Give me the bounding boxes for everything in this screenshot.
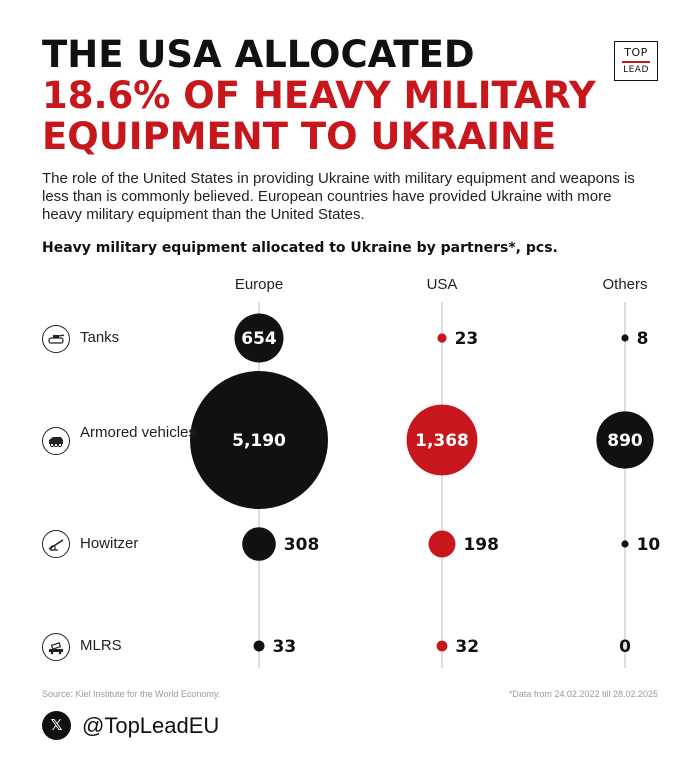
value-label-europe-mlrs: 33 <box>273 637 297 657</box>
headline-line-3: EQUIPMENT TO UKRAINE <box>42 115 557 158</box>
row-label-howitzer: Howitzer <box>80 535 139 552</box>
bubble-usa-armored-vehicles <box>406 404 478 476</box>
value-label-others-mlrs: 0 <box>619 637 631 657</box>
headline-line-2: 18.6% OF HEAVY MILITARY <box>42 74 596 117</box>
bubble-others-armored-vehicles <box>596 411 654 469</box>
bubble-usa-mlrs <box>436 640 448 652</box>
source-note: Source: Kiel Institute for the World Eco… <box>42 689 221 699</box>
headline: THE USA ALLOCATED 18.6% OF HEAVY MILITAR… <box>42 34 596 157</box>
value-label-europe-armored-vehicles: 5,190 <box>232 431 286 451</box>
value-label-others-howitzer: 10 <box>637 535 661 555</box>
column-header-usa: USA <box>426 276 458 293</box>
value-label-usa-howitzer: 198 <box>463 535 499 555</box>
bubble-europe-tanks <box>234 313 284 363</box>
date-range-note: *Data from 24.02.2022 till 28.02.2025 <box>508 689 658 699</box>
column-header-others: Others <box>602 276 648 293</box>
value-label-others-tanks: 8 <box>637 329 649 349</box>
intro-paragraph: The role of the United States in providi… <box>42 170 635 223</box>
row-label-mlrs: MLRS <box>80 637 122 654</box>
armored-vehicle-icon <box>42 427 70 455</box>
bubble-europe-howitzer <box>242 527 276 561</box>
row-label-tanks: Tanks <box>80 329 120 346</box>
howitzer-icon <box>42 530 70 558</box>
value-label-europe-tanks: 654 <box>241 329 277 349</box>
column-header-europe: Europe <box>234 276 284 293</box>
logo-bottom-text: LEAD <box>623 64 649 75</box>
social-handle[interactable]: @TopLeadEU <box>82 713 220 738</box>
top-lead-logo: TOP LEAD <box>614 41 658 81</box>
bubble-usa-howitzer <box>428 530 456 558</box>
value-label-usa-mlrs: 32 <box>455 637 479 657</box>
value-label-europe-howitzer: 308 <box>284 535 320 555</box>
headline-line-1: THE USA ALLOCATED <box>42 33 475 76</box>
logo-top-text: TOP <box>624 46 648 59</box>
logo-divider <box>622 61 650 63</box>
value-label-others-armored-vehicles: 890 <box>607 431 643 451</box>
bubble-usa-tanks <box>437 333 447 343</box>
tank-icon <box>42 325 70 353</box>
bubble-europe-mlrs <box>253 640 265 652</box>
bubble-others-tanks <box>621 334 629 342</box>
value-label-usa-armored-vehicles: 1,368 <box>415 431 469 451</box>
bubble-europe-armored-vehicles <box>190 371 328 509</box>
chart-title: Heavy military equipment allocated to Uk… <box>42 240 558 256</box>
mlrs-icon <box>42 633 70 661</box>
row-label-armored-vehicles: Armored vehicles <box>80 424 196 441</box>
value-label-usa-tanks: 23 <box>455 329 479 349</box>
x-logo-icon[interactable]: 𝕏 <box>42 711 71 740</box>
bubble-others-howitzer <box>621 540 629 548</box>
